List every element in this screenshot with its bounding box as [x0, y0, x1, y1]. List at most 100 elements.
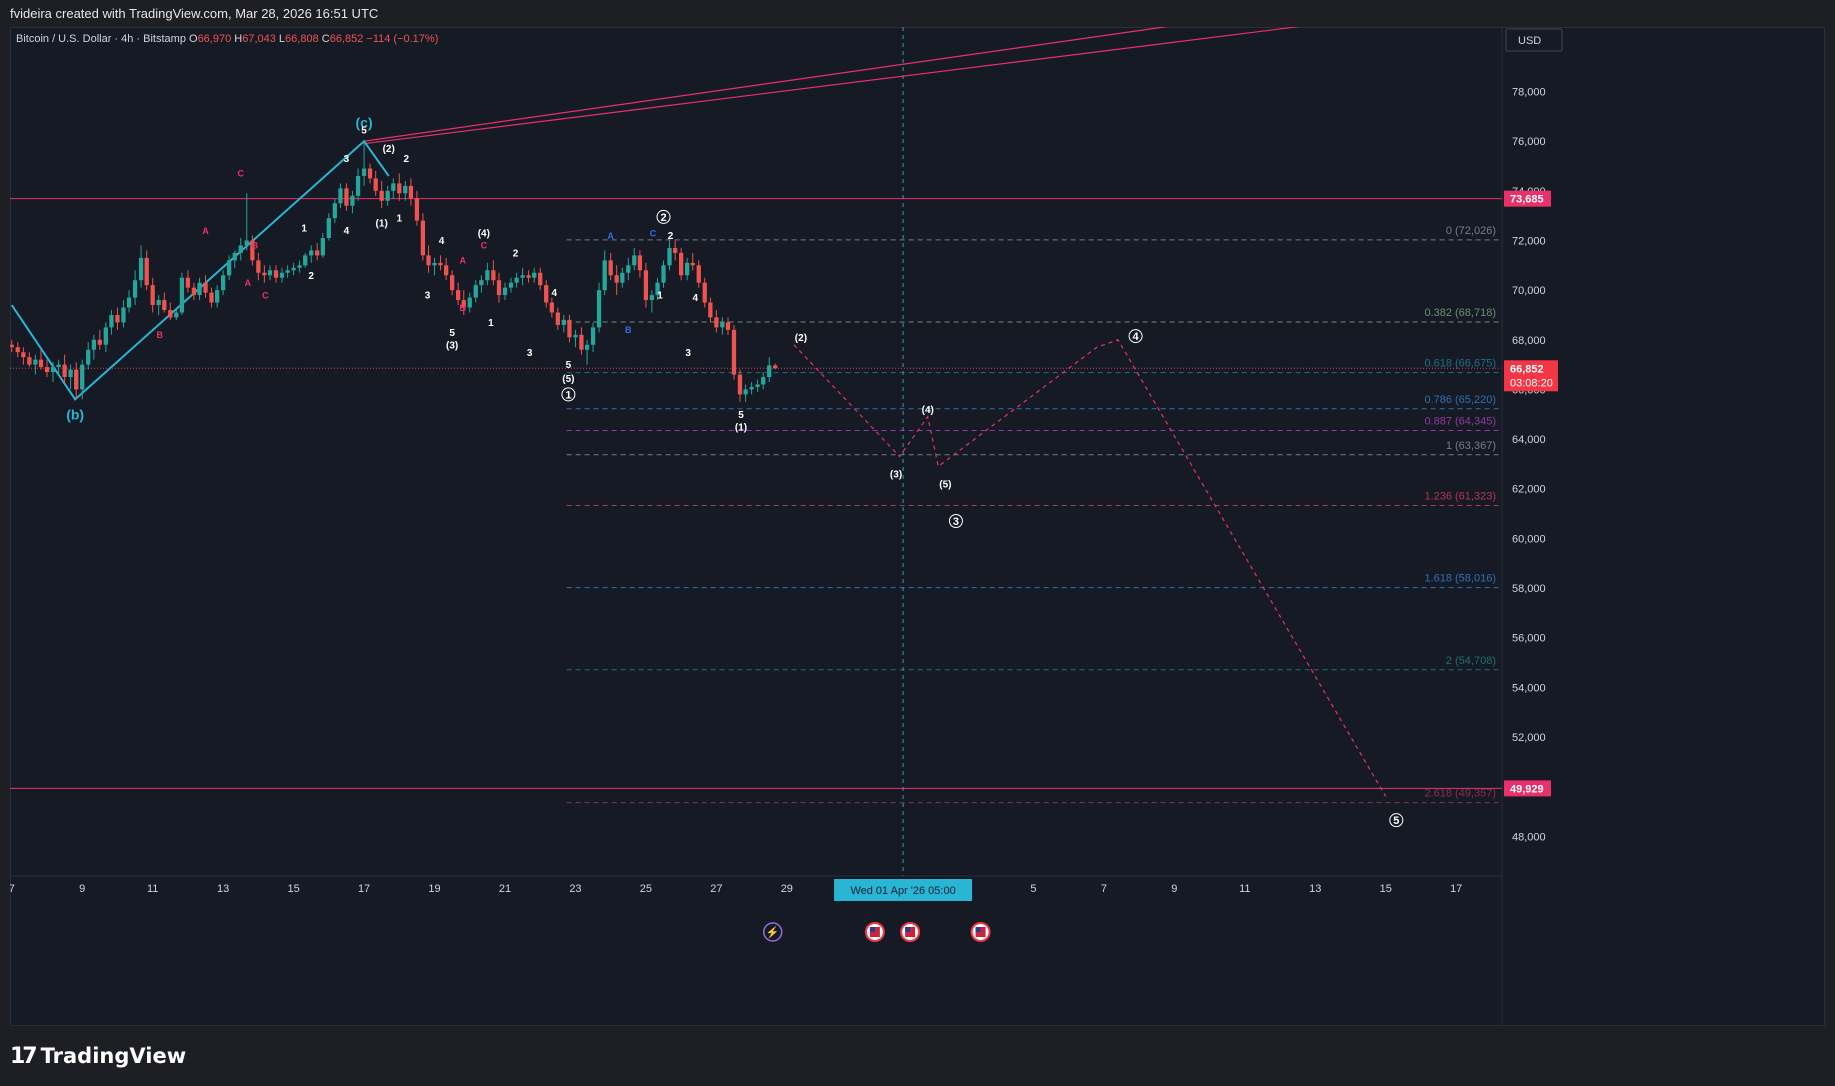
candle-body [115, 314, 120, 323]
candle-body [221, 275, 226, 291]
candle-body [761, 377, 766, 385]
candle [361, 141, 367, 186]
candle [373, 170, 378, 196]
candle-body [432, 262, 437, 266]
candle-body [355, 175, 361, 196]
candle [221, 270, 226, 296]
candle-body [138, 257, 144, 281]
candle [673, 240, 678, 261]
candle [326, 213, 331, 241]
candle [731, 324, 737, 380]
wave-label: 4 [552, 288, 558, 299]
candle [426, 245, 431, 273]
currency-label: USD [1518, 35, 1541, 47]
candle [74, 362, 79, 400]
candle [708, 297, 713, 323]
candle-body [461, 300, 466, 308]
wave-label: A [459, 256, 466, 266]
candle-body [544, 285, 549, 303]
candle-body [267, 270, 273, 276]
candle-body [473, 285, 478, 298]
candle-body [373, 178, 378, 191]
price-tick: 62,000 [1512, 484, 1546, 496]
price-tick: 54,000 [1512, 682, 1546, 694]
candle [291, 262, 296, 276]
candle-body [538, 272, 543, 286]
candle [62, 354, 67, 385]
candle [115, 307, 120, 330]
candle-body [338, 188, 343, 204]
candle-body [420, 220, 426, 256]
candle-body [203, 282, 208, 293]
legend-ohlc-value: 66,808 [285, 33, 322, 45]
wave-label-circle [1389, 813, 1404, 828]
channel-line [363, 27, 1301, 145]
candle-body [50, 367, 56, 373]
candle [767, 357, 772, 382]
candle-body [673, 247, 678, 253]
candle [432, 257, 437, 276]
candle [215, 285, 220, 308]
candle [162, 292, 167, 313]
fib-label-0.618: 0.618 (66,675) [1424, 358, 1496, 370]
tradingview-logo[interactable]: 17 TradingView [10, 1040, 186, 1072]
candle-body [109, 314, 114, 328]
time-tick: 9 [79, 883, 85, 895]
candle-body [303, 255, 308, 266]
candle-body [485, 270, 490, 281]
candle-body [238, 245, 243, 253]
price-tick: 48,000 [1512, 831, 1546, 843]
wave-path [10, 139, 390, 401]
candle [56, 359, 61, 375]
us-flag-icon-canton [905, 927, 911, 932]
candle [191, 282, 197, 301]
candle-body [702, 282, 707, 303]
wave-label: 5 [449, 328, 455, 339]
candle-body [725, 322, 731, 330]
fib-label-0.382: 0.382 (68,718) [1424, 307, 1496, 319]
us-flag-icon [970, 922, 991, 942]
candle [391, 178, 396, 199]
wave-label: 3 [527, 348, 533, 359]
projection-path [793, 339, 1387, 797]
candle [379, 180, 384, 209]
candle-body [438, 262, 443, 266]
legend-ohlc-key: C [322, 33, 330, 45]
candle [168, 302, 173, 320]
price-tick: 76,000 [1512, 136, 1546, 148]
us-flag-icon-canton [869, 927, 875, 932]
price-tick: 78,000 [1512, 87, 1546, 99]
candle-body [626, 265, 631, 273]
candle-body [561, 319, 566, 325]
candle-body [244, 240, 249, 246]
candle [749, 381, 754, 395]
candle [121, 300, 126, 328]
wave-label: 1 [397, 214, 403, 225]
candle [250, 235, 255, 266]
wave-label: (3) [446, 340, 458, 351]
crosshair-time-tag: Wed 01 Apr '26 05:00 [850, 885, 955, 897]
candle-body [614, 275, 619, 283]
candle [678, 247, 684, 281]
price-tag: 49,929 [1510, 783, 1544, 795]
legend-symbol: Bitcoin / U.S. Dollar · 4h · Bitstamp [16, 33, 189, 45]
candle-body [144, 257, 149, 286]
candle-body [632, 255, 637, 266]
candle-body [168, 310, 173, 318]
candle [526, 270, 531, 283]
wave-label: 1 [301, 224, 307, 235]
candle-body [455, 290, 461, 301]
candle-body [62, 364, 67, 378]
candle [309, 245, 314, 263]
candle-body [74, 369, 79, 390]
candle [532, 267, 537, 283]
fibonacci-levels: 0 (72,026) 0.382 (68,718) 0.618 (66,675) 0.… [566, 225, 1502, 804]
candle [350, 190, 355, 214]
candle [262, 265, 267, 283]
candlestick-chart[interactable]: 0 (72,026) 0.382 (68,718) 0.618 (66,675) 0.… [10, 27, 1825, 1026]
candle-body [91, 339, 96, 350]
wave-label: (b) [66, 406, 84, 422]
candle [773, 363, 778, 370]
time-tick: 7 [10, 883, 15, 895]
candle-body [444, 265, 449, 276]
